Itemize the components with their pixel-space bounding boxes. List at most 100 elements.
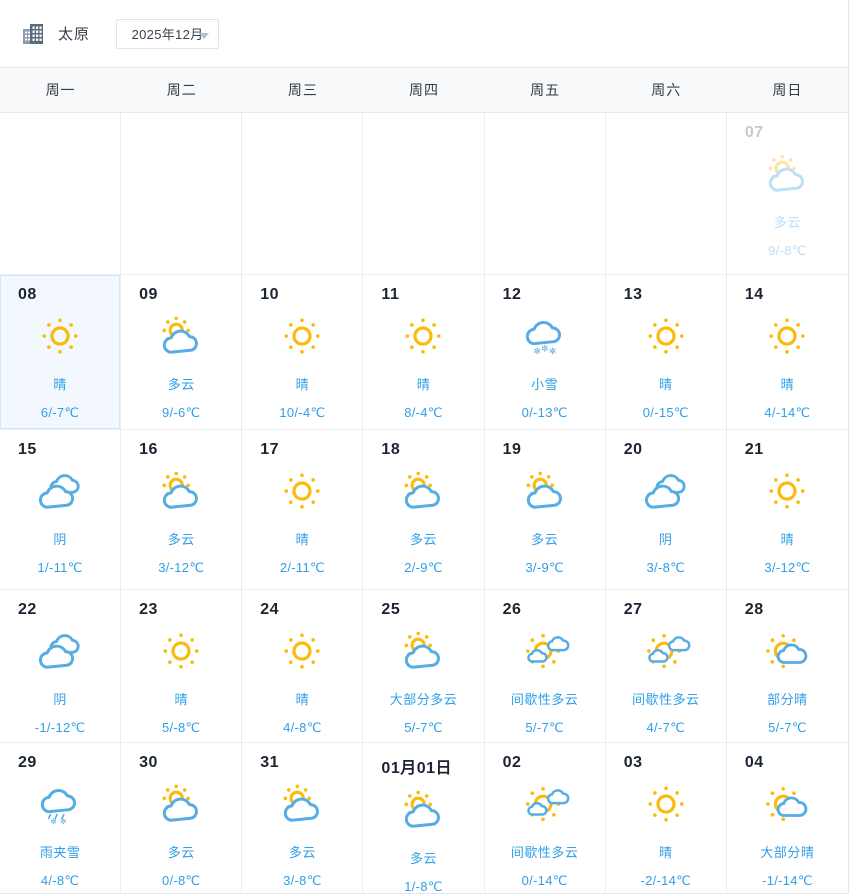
weather-description: 多云 (531, 532, 559, 547)
day-number: 15 (18, 441, 37, 458)
day-number: 02 (502, 754, 522, 771)
weather-description: 雨夹雪 (39, 845, 81, 860)
day-number: 11 (381, 286, 400, 303)
calendar-day-cell[interactable]: 23 晴 5/-8℃ (121, 590, 243, 743)
calendar-cell-empty (121, 113, 243, 275)
calendar-day-cell[interactable]: 18 多云 2/-9℃ (363, 430, 485, 590)
calendar-day-cell[interactable]: 26 间歇性多云 5/-7℃ (484, 590, 606, 743)
calendar-day-cell[interactable]: 11 晴 8/-4℃ (363, 275, 485, 430)
day-number: 22 (18, 601, 37, 618)
day-number: 31 (260, 754, 280, 771)
calendar-day-cell[interactable]: 24 晴 4/-8℃ (242, 590, 364, 743)
calendar-day-cell[interactable]: 20 阴 3/-8℃ (605, 430, 727, 590)
temperature-range: -1/-14℃ (762, 873, 813, 888)
calendar-cell-empty (242, 113, 364, 275)
sun-icon (32, 314, 88, 360)
svg-text:✼: ✼ (60, 817, 66, 826)
weekday-sat: 周六 (651, 82, 682, 98)
sun-behind-cloud-icon (153, 314, 209, 360)
sun-behind-cloud-icon (395, 469, 451, 515)
weekday-mon: 周一 (45, 82, 76, 98)
day-number: 16 (139, 441, 158, 458)
sun-two-clouds-icon (638, 629, 694, 675)
month-select[interactable]: 2025年12月 (116, 18, 220, 49)
calendar-day-cell[interactable]: 16 多云 3/-12℃ (121, 430, 243, 590)
weekday-fri: 周五 (530, 82, 561, 98)
weather-description: 多云 (409, 532, 437, 547)
calendar-day-cell[interactable]: 04 大部分晴 -1/-14℃ (726, 743, 848, 893)
weather-description: 晴 (295, 377, 310, 392)
double-cloud-icon (32, 469, 88, 515)
calendar-day-cell[interactable]: 29 ✼ ✼ 雨夹雪 4/-8℃ (0, 743, 122, 893)
temperature-range: 4/-14℃ (764, 405, 811, 420)
weekday-sun: 周日 (772, 82, 803, 98)
calendar-day-cell[interactable]: 12 ✼ ✼ ✼ 小雪 0/-13℃ (484, 275, 606, 430)
calendar-day-cell[interactable]: 15 阴 1/-11℃ (0, 430, 122, 590)
calendar-day-cell[interactable]: 02 间歇性多云 0/-14℃ (484, 743, 606, 893)
calendar-day-cell[interactable]: 01月01日 多云 1/-8℃ (363, 743, 485, 893)
calendar-day-cell[interactable]: 31 多云 3/-8℃ (242, 743, 364, 893)
sun-two-clouds-icon (517, 782, 573, 828)
city-name: 太原 (58, 26, 91, 43)
temperature-range: 5/-7℃ (404, 720, 443, 735)
calendar-day-cell[interactable]: 09 多云 9/-6℃ (121, 275, 243, 430)
weather-description: 晴 (295, 532, 310, 547)
snow-cloud-icon: ✼ ✼ ✼ (517, 314, 573, 360)
sun-icon (638, 314, 694, 360)
sun-two-clouds-icon (517, 629, 573, 675)
calendar-day-cell[interactable]: 14 晴 4/-14℃ (726, 275, 848, 430)
temperature-range: 4/-7℃ (646, 720, 686, 735)
sun-behind-cloud-icon (759, 152, 815, 198)
calendar-day-cell[interactable]: 13 晴 0/-15℃ (605, 275, 727, 430)
calendar-day-cell[interactable]: 03 晴 -2/-14℃ (605, 743, 727, 893)
calendar-day-cell[interactable]: 25 大部分多云 5/-7℃ (363, 590, 485, 743)
weekday-header: 周一 周二 周三 周四 周五 周六 周日 (0, 68, 848, 113)
month-select-value: 2025年12月 (131, 27, 204, 42)
calendar-day-cell[interactable]: 30 多云 0/-8℃ (121, 743, 243, 893)
calendar-cell-empty (363, 113, 485, 275)
weather-description: 晴 (659, 845, 673, 860)
temperature-range: 2/-9℃ (404, 560, 443, 575)
day-number: 12 (502, 286, 522, 303)
calendar-day-cell[interactable]: 19 多云 3/-9℃ (484, 430, 606, 590)
svg-text:✼: ✼ (541, 344, 548, 354)
day-number: 27 (623, 601, 643, 618)
calendar-cell-empty (605, 113, 727, 275)
day-number: 28 (744, 601, 764, 618)
chevron-down-icon (199, 32, 210, 39)
day-number: 09 (139, 286, 158, 303)
day-number: 14 (744, 286, 764, 303)
day-number: 19 (502, 441, 522, 458)
day-number: 10 (260, 286, 280, 303)
weather-description: 间歇性多云 (510, 692, 579, 707)
weather-description: 多云 (167, 532, 195, 547)
svg-text:✼: ✼ (548, 347, 555, 357)
calendar-day-cell[interactable]: 27 间歇性多云 4/-7℃ (605, 590, 727, 743)
weather-description: 多云 (167, 845, 195, 860)
temperature-range: 0/-13℃ (521, 405, 568, 420)
calendar-day-cell[interactable]: 07 多云 9/-8℃ (726, 113, 848, 275)
day-number: 08 (18, 286, 37, 303)
calendar-day-cell[interactable]: 17 晴 2/-11℃ (242, 430, 364, 590)
weather-description: 小雪 (531, 377, 559, 392)
weather-description: 多云 (288, 845, 316, 860)
weather-description: 多云 (167, 377, 195, 392)
weather-description: 阴 (53, 532, 67, 547)
calendar-day-cell[interactable]: 10 晴 10/-4℃ (242, 275, 364, 430)
calendar-day-cell[interactable]: 08 晴 6/-7℃ (0, 275, 122, 430)
weather-description: 间歇性多云 (510, 845, 579, 860)
temperature-range: 4/-8℃ (40, 873, 80, 888)
calendar-day-cell[interactable]: 22 阴 -1/-12℃ (0, 590, 122, 743)
calendar-day-cell[interactable]: 21 晴 3/-12℃ (726, 430, 848, 590)
day-number: 18 (381, 441, 401, 458)
weather-description: 晴 (174, 692, 188, 707)
weather-description: 晴 (295, 692, 310, 707)
sun-icon (395, 314, 451, 360)
temperature-range: 5/-7℃ (525, 720, 564, 735)
calendar-day-cell[interactable]: 28 部分晴 5/-7℃ (726, 590, 848, 743)
temperature-range: 0/-8℃ (161, 873, 201, 888)
sun-behind-cloud-icon (153, 469, 209, 515)
day-number: 23 (139, 601, 158, 618)
weather-description: 大部分晴 (760, 845, 815, 860)
